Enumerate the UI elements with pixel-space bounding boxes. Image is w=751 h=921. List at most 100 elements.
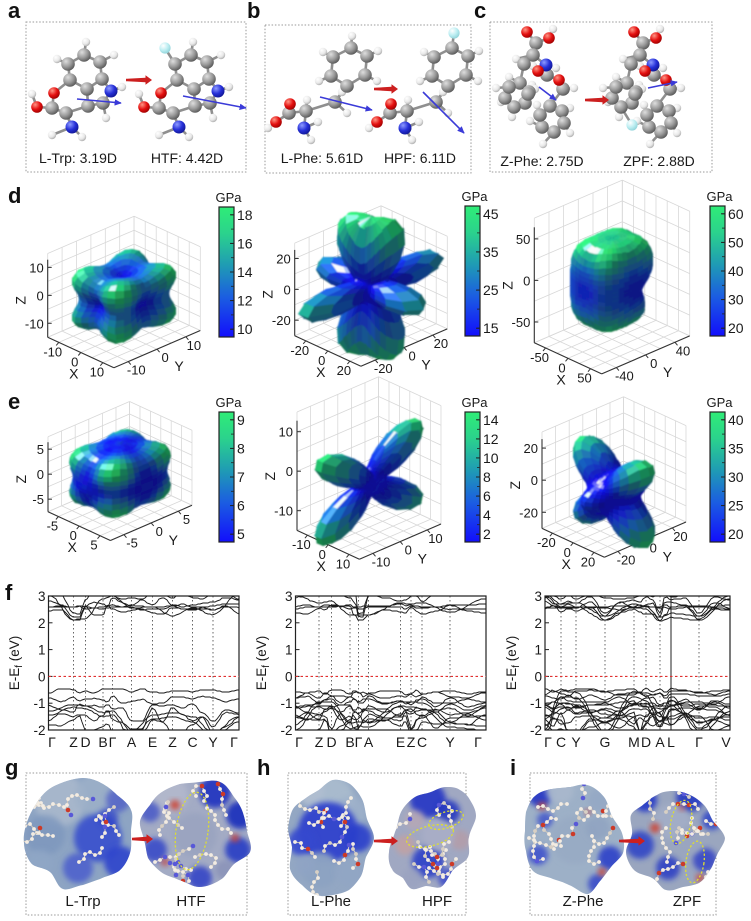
svg-text:Γ: Γ (48, 734, 56, 750)
svg-text:E-Ef (eV): E-Ef (eV) (254, 636, 272, 691)
svg-text:35: 35 (483, 244, 499, 260)
svg-text:L-Phe: 5.61D: L-Phe: 5.61D (281, 150, 364, 166)
svg-text:1: 1 (285, 643, 293, 658)
svg-text:20: 20 (523, 441, 537, 456)
svg-text:20: 20 (673, 529, 687, 544)
svg-text:18: 18 (237, 207, 253, 223)
svg-text:2: 2 (534, 616, 542, 631)
svg-text:X: X (562, 556, 572, 572)
svg-text:50: 50 (728, 234, 744, 250)
svg-text:GPa: GPa (461, 189, 488, 204)
svg-text:0: 0 (523, 273, 530, 288)
svg-text:E: E (396, 734, 405, 750)
svg-text:-5: -5 (32, 492, 44, 507)
svg-text:HPF: HPF (422, 893, 452, 910)
svg-text:a: a (8, 0, 21, 23)
svg-text:-20: -20 (519, 505, 538, 520)
svg-text:-1: -1 (530, 696, 542, 711)
svg-text:8: 8 (237, 440, 245, 456)
svg-text:9: 9 (237, 412, 245, 428)
svg-text:C: C (556, 734, 566, 750)
svg-text:30: 30 (728, 292, 744, 308)
svg-text:C: C (187, 734, 197, 750)
svg-text:G: G (600, 734, 611, 750)
svg-text:0: 0 (408, 349, 415, 364)
svg-text:10: 10 (278, 425, 292, 440)
svg-text:HPF: 6.11D: HPF: 6.11D (384, 150, 456, 166)
svg-text:-20: -20 (290, 343, 309, 358)
svg-text:Z: Z (262, 471, 278, 480)
svg-text:16: 16 (237, 235, 253, 251)
svg-text:A: A (655, 734, 665, 750)
svg-text:Z-Phe: 2.75D: Z-Phe: 2.75D (500, 153, 583, 169)
svg-text:-10: -10 (372, 554, 391, 569)
svg-text:6: 6 (483, 488, 491, 504)
svg-text:3: 3 (38, 589, 46, 604)
svg-text:40: 40 (728, 412, 744, 428)
svg-text:14: 14 (483, 412, 499, 428)
svg-text:g: g (5, 755, 18, 780)
svg-text:10: 10 (90, 365, 104, 380)
svg-text:E-Ef (eV): E-Ef (eV) (7, 636, 25, 691)
svg-text:HTF: 4.42D: HTF: 4.42D (151, 150, 223, 166)
svg-text:X: X (316, 364, 326, 380)
svg-text:X: X (69, 366, 79, 382)
svg-text:-2: -2 (33, 723, 45, 738)
svg-text:15: 15 (483, 320, 499, 336)
svg-text:Γ: Γ (474, 734, 482, 750)
svg-text:B: B (98, 734, 107, 750)
svg-text:3: 3 (534, 589, 542, 604)
svg-text:12: 12 (483, 431, 499, 447)
svg-text:-20: -20 (537, 535, 556, 550)
svg-text:Z: Z (168, 734, 177, 750)
svg-text:Γ: Γ (695, 734, 703, 750)
svg-text:X: X (317, 558, 327, 574)
svg-text:0: 0 (283, 282, 290, 297)
svg-text:0: 0 (531, 473, 538, 488)
svg-text:30: 30 (728, 469, 744, 485)
svg-text:ZPF: 2.88D: ZPF: 2.88D (623, 153, 695, 169)
svg-text:10: 10 (29, 260, 43, 275)
svg-text:L: L (667, 734, 675, 750)
svg-text:Γ: Γ (544, 734, 552, 750)
svg-text:-20: -20 (272, 313, 291, 328)
svg-text:Z: Z (499, 281, 515, 290)
svg-text:10: 10 (237, 321, 253, 337)
svg-text:20: 20 (728, 320, 744, 336)
svg-text:Y: Y (418, 551, 428, 567)
svg-text:50: 50 (577, 371, 591, 386)
svg-text:1: 1 (534, 643, 542, 658)
svg-text:GPa: GPa (706, 395, 733, 410)
svg-text:A: A (127, 734, 137, 750)
svg-text:-50: -50 (512, 315, 531, 330)
svg-text:10: 10 (483, 450, 499, 466)
svg-text:Z: Z (69, 734, 78, 750)
svg-text:5: 5 (90, 538, 97, 553)
svg-text:-40: -40 (615, 369, 634, 384)
svg-text:D: D (326, 734, 336, 750)
svg-text:Γ: Γ (295, 734, 303, 750)
svg-text:25: 25 (728, 498, 744, 514)
svg-text:0: 0 (161, 350, 168, 365)
svg-text:-10: -10 (43, 344, 62, 359)
svg-text:6: 6 (237, 498, 245, 514)
svg-text:X: X (556, 371, 566, 387)
svg-text:-2: -2 (530, 723, 542, 738)
svg-text:Y: Y (663, 549, 673, 565)
svg-text:20: 20 (276, 252, 290, 267)
svg-text:2: 2 (38, 616, 46, 631)
svg-text:i: i (510, 755, 516, 780)
svg-text:Z: Z (13, 296, 29, 305)
svg-text:14: 14 (237, 264, 253, 280)
svg-text:Y: Y (663, 364, 673, 380)
svg-text:1: 1 (38, 643, 46, 658)
svg-text:5: 5 (237, 526, 245, 542)
svg-text:7: 7 (237, 469, 245, 485)
svg-text:0: 0 (36, 288, 43, 303)
svg-text:E-Ef (eV): E-Ef (eV) (504, 636, 522, 691)
svg-text:0: 0 (37, 467, 44, 482)
svg-text:2: 2 (483, 526, 491, 542)
svg-text:Γ: Γ (355, 734, 363, 750)
svg-text:40: 40 (676, 343, 690, 358)
svg-text:12: 12 (237, 293, 253, 309)
